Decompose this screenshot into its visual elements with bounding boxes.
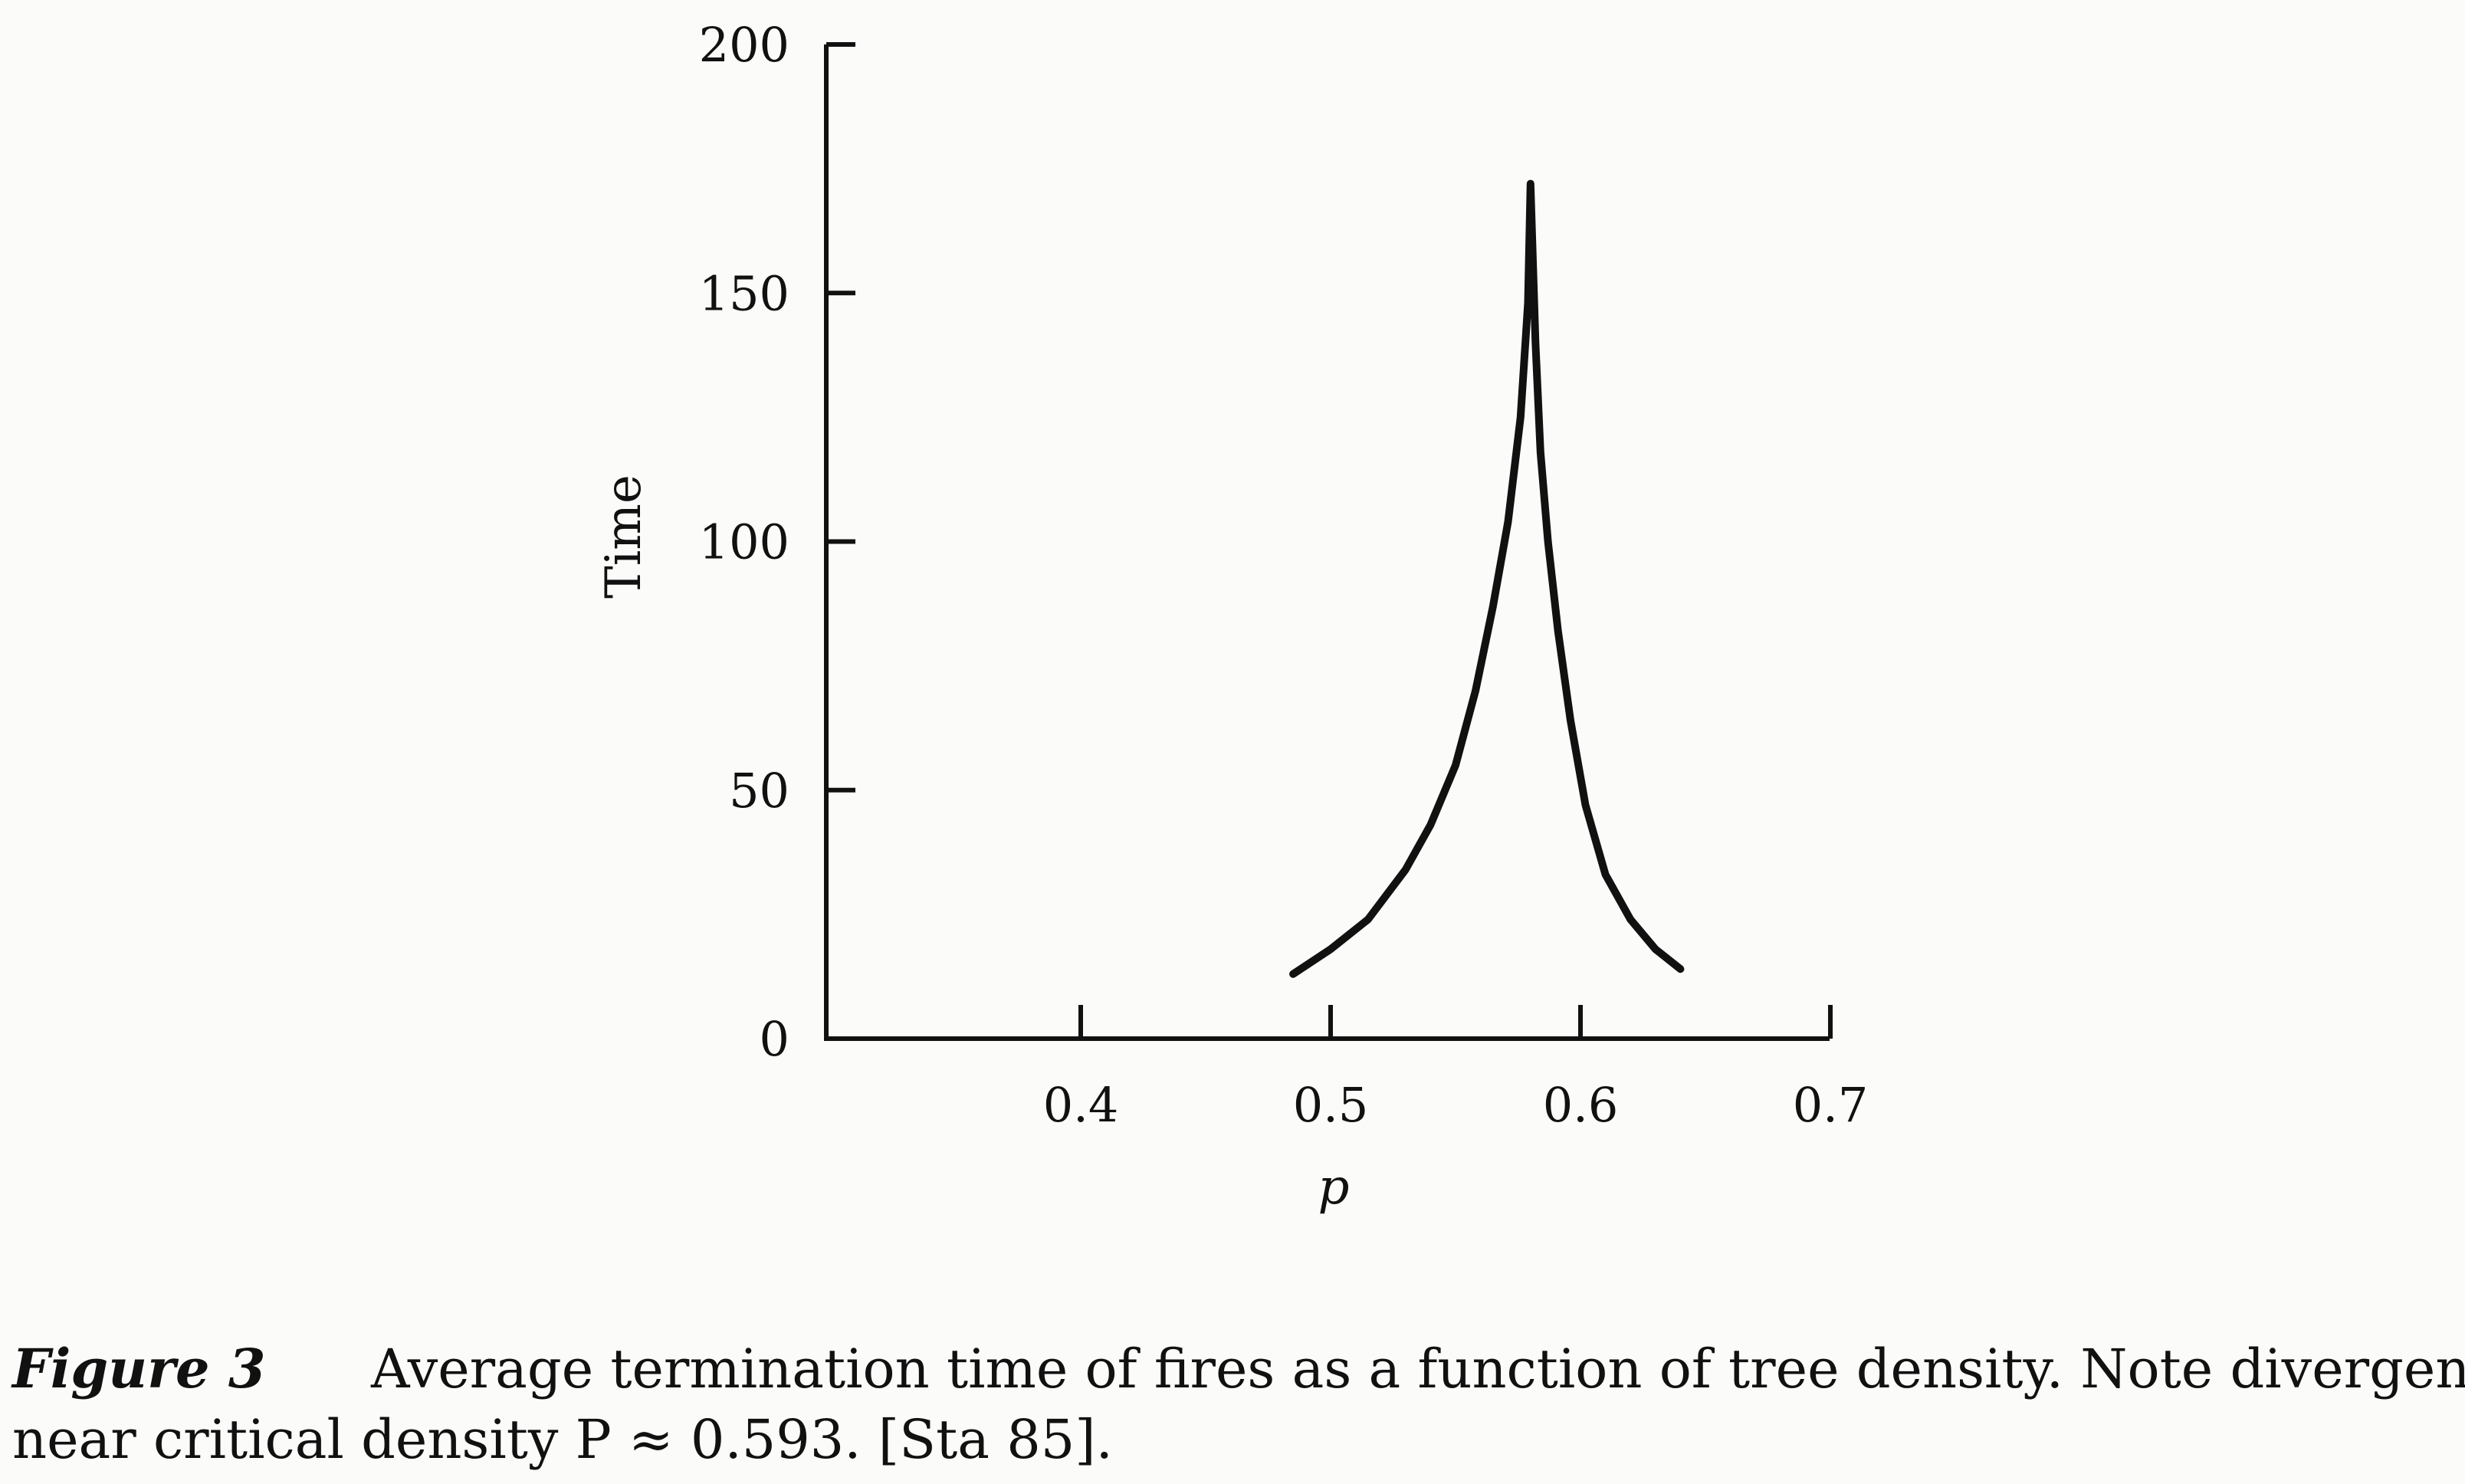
x-axis-title: p [1318, 1159, 1350, 1216]
y-tick-label: 0 [760, 1011, 789, 1067]
y-ticks: 0 50 100 150 200 [699, 17, 855, 1067]
figure-caption: Figure 3 Average termination time of fire… [12, 1334, 2465, 1475]
series-layer [1289, 179, 1685, 978]
caption-text-1: Average termination time of fires as a f… [371, 1338, 2465, 1400]
y-tick-label: 100 [699, 514, 789, 570]
caption-line-1: Figure 3 Average termination time of fire… [12, 1334, 2465, 1404]
y-tick-label: 50 [729, 763, 789, 819]
chart: 0 50 100 150 200 0.4 0.5 0.6 0.7 Time p [596, 17, 1869, 1216]
x-tick-label: 0.5 [1293, 1077, 1369, 1133]
x-ticks: 0.4 0.5 0.6 0.7 [1043, 1005, 1869, 1133]
y-axis-title: Time [596, 474, 652, 599]
caption-line-2: near critical density P ≈ 0.593. [Sta 85… [12, 1408, 1113, 1471]
x-tick-label: 0.7 [1793, 1077, 1869, 1133]
x-tick-label: 0.4 [1043, 1077, 1119, 1133]
x-tick-label: 0.6 [1543, 1077, 1619, 1133]
series-line [1289, 179, 1685, 978]
y-tick-label: 200 [699, 17, 789, 73]
chart-axes [824, 44, 1830, 1041]
y-tick-label: 150 [699, 265, 789, 321]
figure-label: Figure 3 [12, 1337, 266, 1400]
